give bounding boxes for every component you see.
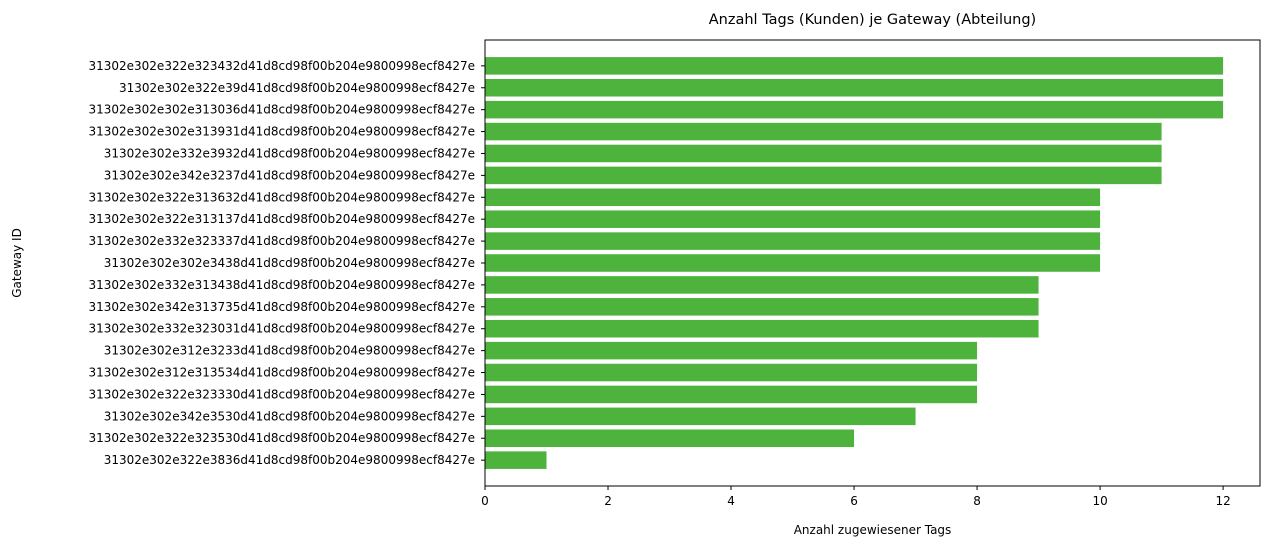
x-tick-label: 12 <box>1215 494 1230 508</box>
x-tick-label: 8 <box>973 494 981 508</box>
y-axis-label: Gateway ID <box>10 228 24 298</box>
y-tick-label: 31302e302e342e3530d41d8cd98f00b204e98009… <box>104 409 475 423</box>
bar <box>485 122 1162 141</box>
y-tick-label: 31302e302e322e313632d41d8cd98f00b204e980… <box>88 190 475 204</box>
bar <box>485 363 978 382</box>
y-tick-label: 31302e302e322e39d41d8cd98f00b204e9800998… <box>119 81 475 95</box>
y-tick-label: 31302e302e332e3932d41d8cd98f00b204e98009… <box>104 146 475 160</box>
bar <box>485 166 1162 185</box>
chart-title: Anzahl Tags (Kunden) je Gateway (Abteilu… <box>709 12 1036 28</box>
bar <box>485 232 1101 250</box>
bar <box>485 298 1039 316</box>
bar <box>485 407 916 426</box>
y-tick-label: 31302e302e302e313036d41d8cd98f00b204e980… <box>88 103 475 117</box>
bars-layer <box>485 57 1224 469</box>
plot-frame <box>484 39 1261 487</box>
y-tick-label: 31302e302e312e313534d41d8cd98f00b204e980… <box>88 366 475 380</box>
y-tick-label: 31302e302e322e323530d41d8cd98f00b204e980… <box>88 431 475 445</box>
x-axis-ticks: 0 2 4 6 8 10 12 <box>481 486 1231 508</box>
x-tick-label: 2 <box>604 494 612 508</box>
bar <box>485 276 1039 294</box>
x-tick-label: 10 <box>1092 494 1107 508</box>
bar <box>485 451 547 469</box>
y-axis-ticks: 31302e302e322e323432d41d8cd98f00b204e980… <box>88 59 485 467</box>
bar <box>485 100 1224 119</box>
y-tick-label: 31302e302e332e323031d41d8cd98f00b204e980… <box>88 322 475 336</box>
bar <box>485 385 978 404</box>
y-tick-label: 31302e302e342e3237d41d8cd98f00b204e98009… <box>104 168 475 182</box>
bar <box>485 210 1101 228</box>
bar <box>485 254 1101 272</box>
bar <box>485 57 1224 75</box>
y-tick-label: 31302e302e322e323432d41d8cd98f00b204e980… <box>88 59 475 73</box>
x-axis-label: Anzahl zugewiesener Tags <box>794 523 952 537</box>
y-tick-label: 31302e302e312e3233d41d8cd98f00b204e98009… <box>104 344 475 358</box>
bar <box>485 429 855 448</box>
y-tick-label: 31302e302e332e313438d41d8cd98f00b204e980… <box>88 278 475 292</box>
y-tick-label: 31302e302e302e3438d41d8cd98f00b204e98009… <box>104 256 475 270</box>
bar <box>485 144 1162 163</box>
y-tick-label: 31302e302e302e313931d41d8cd98f00b204e980… <box>88 125 475 139</box>
bar <box>485 341 978 360</box>
y-tick-label: 31302e302e322e3836d41d8cd98f00b204e98009… <box>104 453 475 467</box>
y-tick-label: 31302e302e322e313137d41d8cd98f00b204e980… <box>88 212 475 226</box>
bar <box>485 78 1224 97</box>
x-tick-label: 0 <box>481 494 489 508</box>
y-tick-label: 31302e302e332e323337d41d8cd98f00b204e980… <box>88 234 475 248</box>
y-tick-label: 31302e302e322e323330d41d8cd98f00b204e980… <box>88 387 475 401</box>
bar <box>485 188 1101 207</box>
x-tick-label: 6 <box>850 494 858 508</box>
x-tick-label: 4 <box>727 494 735 508</box>
y-tick-label: 31302e302e342e313735d41d8cd98f00b204e980… <box>88 300 475 314</box>
bar <box>485 319 1039 338</box>
